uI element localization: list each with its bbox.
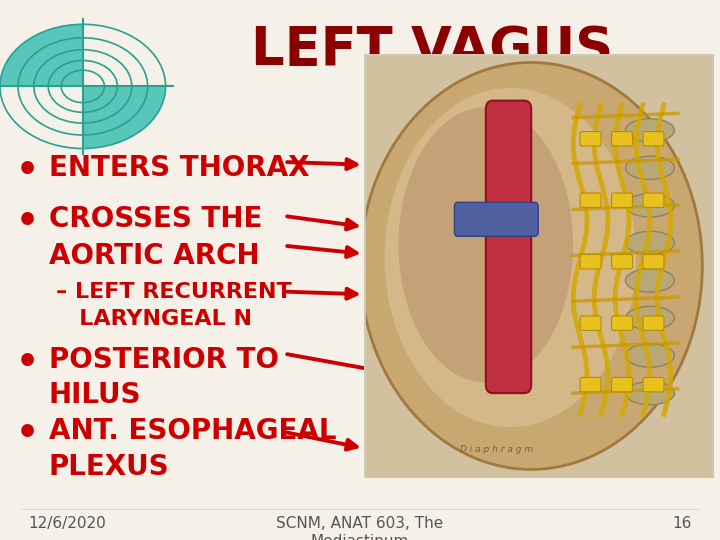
Text: •: • [16, 417, 39, 451]
FancyBboxPatch shape [611, 132, 632, 146]
FancyBboxPatch shape [643, 132, 664, 146]
Ellipse shape [626, 306, 675, 330]
Wedge shape [0, 24, 83, 86]
Ellipse shape [626, 269, 675, 292]
Text: PLEXUS: PLEXUS [49, 453, 170, 481]
Ellipse shape [360, 63, 702, 469]
FancyBboxPatch shape [643, 254, 664, 269]
Ellipse shape [626, 156, 675, 179]
Ellipse shape [384, 88, 636, 427]
FancyBboxPatch shape [611, 193, 632, 207]
Text: – LEFT RECURRENT: – LEFT RECURRENT [56, 282, 292, 302]
Text: POSTERIOR TO: POSTERIOR TO [49, 346, 279, 374]
Text: HILUS: HILUS [49, 381, 141, 409]
FancyBboxPatch shape [580, 316, 601, 330]
Text: •: • [16, 205, 39, 239]
FancyBboxPatch shape [580, 132, 601, 146]
Text: LARYNGEAL N: LARYNGEAL N [56, 309, 252, 329]
Text: 16: 16 [672, 516, 691, 531]
Text: 12/6/2020: 12/6/2020 [29, 516, 107, 531]
Text: AORTIC ARCH: AORTIC ARCH [49, 242, 260, 270]
FancyBboxPatch shape [611, 377, 632, 392]
Ellipse shape [626, 344, 675, 367]
FancyBboxPatch shape [580, 377, 601, 392]
FancyBboxPatch shape [486, 100, 531, 393]
Ellipse shape [626, 119, 675, 142]
FancyBboxPatch shape [454, 202, 539, 237]
Text: LEFT VAGUS: LEFT VAGUS [251, 24, 613, 76]
FancyBboxPatch shape [611, 316, 632, 330]
Wedge shape [83, 86, 166, 148]
FancyBboxPatch shape [580, 254, 601, 269]
Text: •: • [16, 154, 39, 188]
FancyBboxPatch shape [643, 377, 664, 392]
FancyBboxPatch shape [611, 254, 632, 269]
Ellipse shape [626, 194, 675, 217]
FancyBboxPatch shape [643, 193, 664, 207]
Ellipse shape [626, 381, 675, 405]
Text: CROSSES THE: CROSSES THE [49, 205, 262, 233]
Text: SCNM, ANAT 603, The
Mediastinum: SCNM, ANAT 603, The Mediastinum [276, 516, 444, 540]
Ellipse shape [626, 231, 675, 254]
Ellipse shape [399, 107, 573, 382]
Text: •: • [16, 346, 39, 380]
Text: D i a p h r a g m: D i a p h r a g m [460, 446, 533, 455]
FancyBboxPatch shape [643, 316, 664, 330]
FancyBboxPatch shape [580, 193, 601, 207]
Text: ANT. ESOPHAGEAL: ANT. ESOPHAGEAL [49, 417, 336, 445]
Text: ENTERS THORAX: ENTERS THORAX [49, 154, 310, 182]
